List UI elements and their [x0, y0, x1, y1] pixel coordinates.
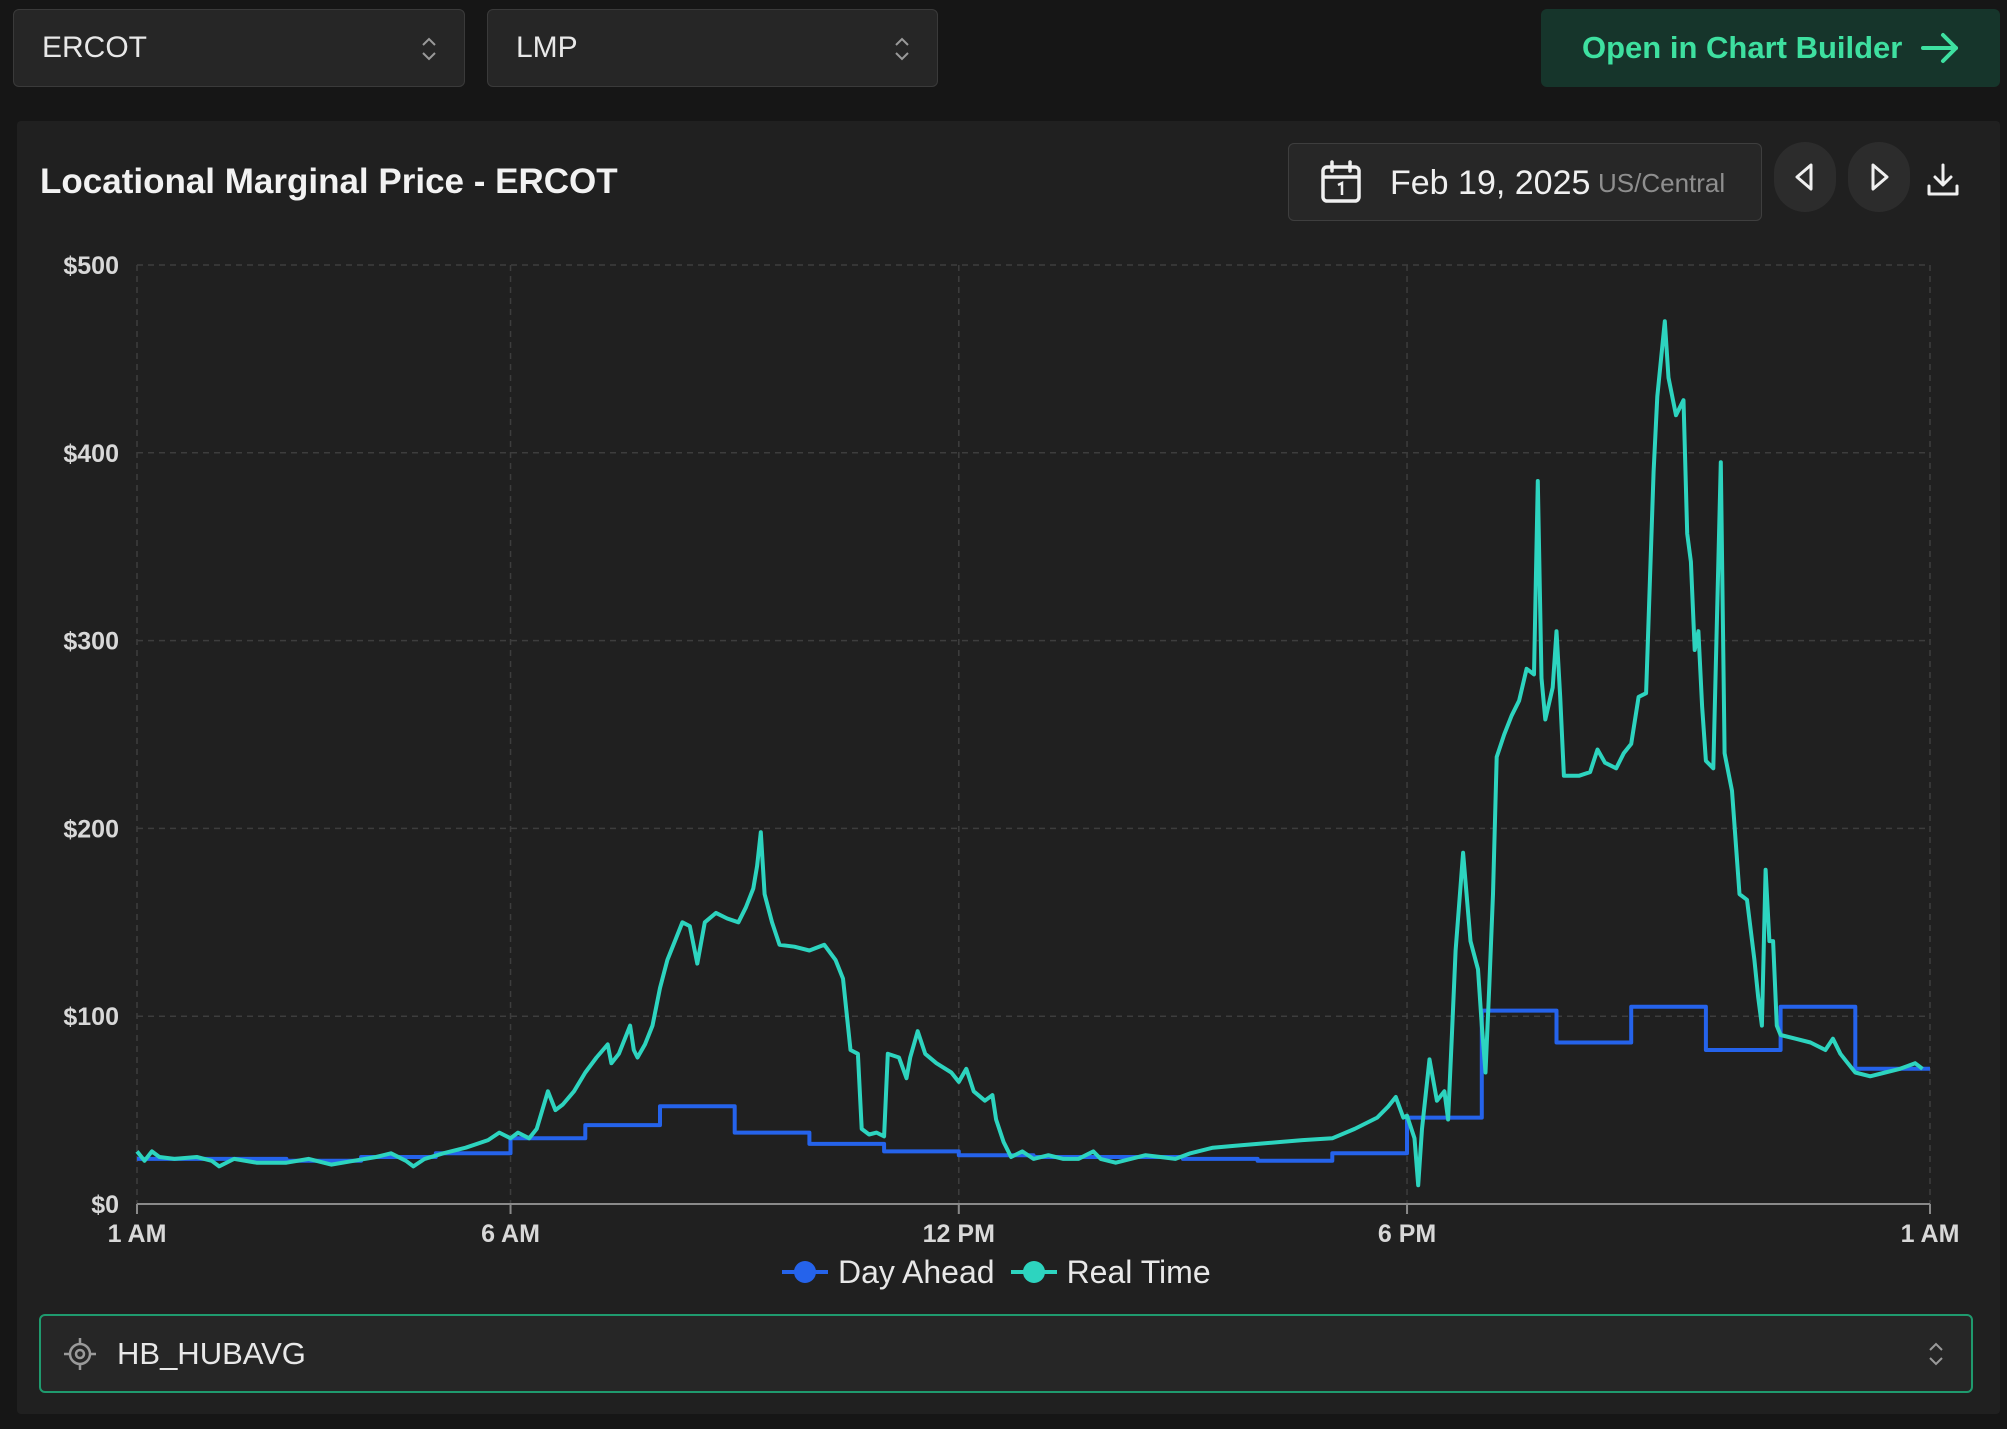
y-tick-label: $200 [63, 815, 119, 843]
chevron-right-icon [1871, 163, 1889, 191]
location-target-icon [64, 1338, 96, 1370]
x-tick-label: 12 PM [923, 1220, 995, 1248]
previous-day-button[interactable] [1774, 142, 1836, 212]
x-tick-label: 1 AM [1901, 1220, 1960, 1248]
chevron-up-down-icon [1929, 1342, 1943, 1366]
iso-select[interactable]: ERCOT [13, 9, 465, 87]
x-tick-label: 6 PM [1378, 1220, 1436, 1248]
legend-item-day-ahead[interactable]: Day Ahead [780, 1254, 995, 1291]
metric-select-value: LMP [516, 31, 578, 64]
chevron-up-down-icon [895, 37, 909, 61]
legend-marker-day-ahead [782, 1261, 828, 1283]
x-tick-label: 6 AM [481, 1220, 540, 1248]
x-tick-label: 1 AM [108, 1220, 167, 1248]
chart-grid [136, 264, 1931, 1204]
chart-panel [17, 121, 2000, 1414]
date-picker[interactable]: Feb 19, 2025 US/Central [1288, 143, 1762, 221]
legend-item-real-time[interactable]: Real Time [1009, 1254, 1211, 1291]
open-in-chart-builder-label: Open in Chart Builder [1582, 30, 1903, 65]
series-line-day-ahead [137, 1004, 1930, 1163]
legend-marker-real-time [1010, 1261, 1057, 1283]
y-tick-label: $500 [63, 252, 119, 280]
node-select[interactable]: HB_HUBAVG [39, 1314, 1973, 1393]
iso-select-value: ERCOT [42, 31, 147, 64]
y-tick-label: $0 [91, 1191, 119, 1219]
chart-series [135, 319, 1930, 1188]
node-select-value: HB_HUBAVG [117, 1335, 306, 1371]
chevron-up-down-icon [422, 37, 436, 61]
download-icon[interactable] [1925, 162, 1961, 198]
series-line-real-time [135, 319, 1924, 1188]
arrow-right-icon [1921, 33, 1958, 63]
calendar-icon [1321, 160, 1361, 203]
legend-label-real-time: Real Time [1066, 1253, 1211, 1290]
lmp-line-chart: $0 $100 $200 $300 $400 $500 1 AM 6 AM 12 PM 6 PM 1… [63, 252, 1959, 1248]
y-tick-label: $400 [63, 440, 119, 468]
legend-label-day-ahead: Day Ahead [838, 1253, 995, 1290]
date-value: Feb 19, 2025 [1390, 164, 1591, 202]
next-day-button[interactable] [1848, 142, 1910, 212]
metric-select[interactable]: LMP [487, 9, 938, 87]
y-tick-label: $100 [63, 1003, 119, 1031]
chevron-left-icon [1795, 163, 1813, 191]
chart-title: Locational Marginal Price - ERCOT [40, 162, 618, 201]
chart-legend: Day Ahead Real Time [780, 1252, 1225, 1292]
chart-axes: $0 $100 $200 $300 $400 $500 1 AM 6 AM 12 PM 6 PM 1… [63, 252, 1959, 1248]
timezone-label: US/Central [1598, 168, 1726, 198]
open-in-chart-builder-button[interactable]: Open in Chart Builder [1541, 9, 2000, 87]
y-tick-label: $300 [63, 628, 119, 656]
